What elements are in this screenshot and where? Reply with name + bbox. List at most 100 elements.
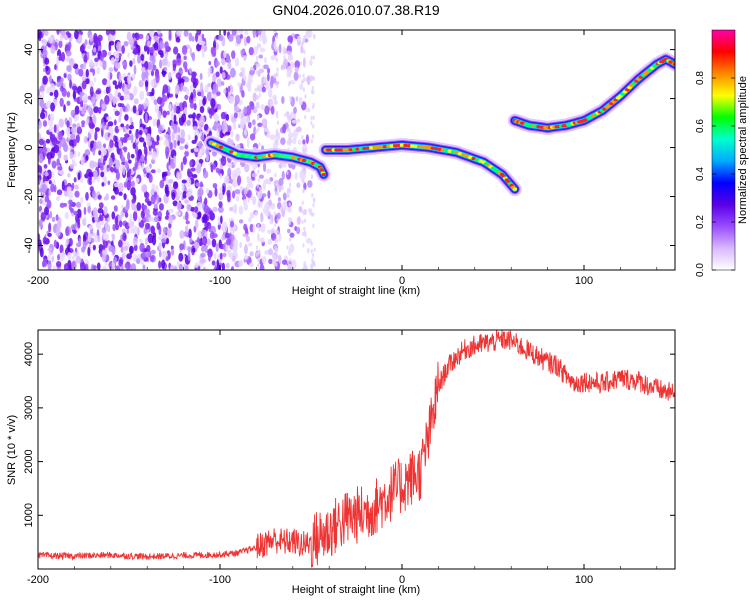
noise-speckle	[166, 228, 172, 238]
noise-speckle	[59, 202, 65, 208]
noise-speckle	[200, 252, 206, 258]
x-tick-label: 100	[575, 275, 593, 287]
noise-speckle	[303, 226, 306, 232]
noise-speckle	[211, 47, 217, 57]
noise-speckle	[273, 40, 277, 49]
noise-speckle	[102, 60, 107, 71]
noise-speckle	[291, 119, 298, 124]
noise-speckle	[71, 255, 75, 260]
noise-speckle	[121, 161, 126, 166]
noise-speckle	[275, 229, 278, 234]
ridge-hotspot	[382, 145, 388, 149]
noise-speckle	[230, 266, 235, 270]
noise-speckle	[218, 34, 224, 42]
noise-speckle	[42, 67, 46, 73]
noise-speckle	[157, 30, 161, 35]
noise-speckle	[71, 260, 77, 270]
noise-speckle	[188, 228, 192, 239]
noise-speckle	[205, 154, 210, 162]
noise-speckle	[100, 171, 105, 178]
noise-speckle	[93, 169, 98, 180]
noise-speckle	[310, 249, 313, 254]
noise-speckle	[267, 67, 271, 74]
ridge-hotspot	[427, 145, 432, 150]
noise-speckle	[212, 40, 216, 50]
noise-speckle	[132, 210, 138, 222]
noise-speckle	[240, 49, 245, 55]
noise-speckle	[127, 74, 132, 85]
noise-speckle	[79, 91, 85, 96]
colorbar-tick-label: 0.8	[695, 71, 706, 85]
noise-speckle	[249, 223, 254, 233]
noise-speckle	[172, 200, 178, 207]
noise-speckle	[172, 181, 179, 190]
noise-speckle	[212, 182, 218, 189]
noise-speckle	[184, 144, 189, 149]
y-tick-label: 3000	[23, 396, 35, 420]
noise-speckle	[255, 63, 259, 68]
ridge-hotspot	[225, 148, 231, 152]
noise-speckle	[85, 154, 89, 161]
ridge-hotspot	[396, 143, 401, 148]
noise-speckle	[135, 32, 140, 41]
noise-speckle	[302, 57, 306, 68]
noise-speckle	[243, 187, 248, 195]
noise-speckle	[281, 170, 285, 180]
noise-speckle	[297, 216, 301, 225]
noise-speckle	[182, 190, 187, 199]
noise-speckle	[311, 257, 314, 263]
noise-speckle	[68, 139, 75, 147]
noise-speckle	[223, 30, 227, 36]
noise-speckle	[208, 108, 212, 115]
noise-speckle	[67, 172, 71, 178]
noise-speckle	[118, 182, 124, 193]
noise-speckle	[77, 126, 82, 132]
ridge-hotspot	[464, 154, 470, 158]
noise-speckle	[252, 119, 256, 126]
noise-speckle	[42, 39, 48, 46]
noise-speckle	[57, 149, 62, 159]
noise-speckle	[302, 78, 305, 84]
noise-speckle	[265, 208, 270, 217]
noise-speckle	[143, 45, 148, 52]
noise-speckle	[214, 187, 218, 197]
noise-speckle	[215, 243, 219, 253]
noise-speckle	[168, 103, 172, 112]
noise-speckle	[203, 204, 210, 214]
noise-speckle	[246, 105, 252, 116]
noise-speckle	[69, 151, 74, 160]
snr-frame	[37, 329, 676, 570]
noise-speckle	[194, 78, 199, 86]
x-tick-label: 0	[399, 574, 405, 586]
noise-speckle	[88, 176, 93, 186]
noise-speckle	[281, 259, 288, 265]
noise-speckle	[270, 55, 277, 61]
noise-speckle	[263, 127, 269, 133]
noise-speckle	[122, 166, 126, 176]
snr-series-line	[38, 330, 675, 568]
noise-speckle	[146, 40, 151, 48]
x-tick-label: 100	[575, 574, 593, 586]
noise-speckle	[249, 212, 255, 219]
noise-speckle	[275, 100, 278, 105]
noise-speckle	[42, 75, 48, 85]
colorbar: 0.0 0.2 0.4 0.6 0.8 Normalized spectral ampl…	[695, 29, 749, 277]
noise-speckle	[274, 261, 277, 267]
noise-speckle	[67, 182, 72, 188]
noise-speckle	[50, 102, 55, 112]
noise-speckle	[201, 48, 205, 59]
noise-speckle	[38, 145, 41, 156]
ridge-hotspot	[222, 147, 227, 151]
noise-speckle	[91, 190, 96, 199]
noise-speckle	[194, 206, 199, 213]
noise-speckle	[313, 33, 316, 39]
noise-speckle	[93, 106, 99, 114]
noise-speckle	[125, 93, 131, 101]
noise-speckle	[71, 182, 75, 190]
noise-speckle	[134, 145, 139, 155]
noise-speckle	[195, 32, 199, 43]
noise-speckle	[194, 134, 198, 142]
noise-speckle	[91, 178, 96, 184]
noise-speckle	[217, 216, 221, 226]
noise-speckle	[159, 179, 165, 189]
